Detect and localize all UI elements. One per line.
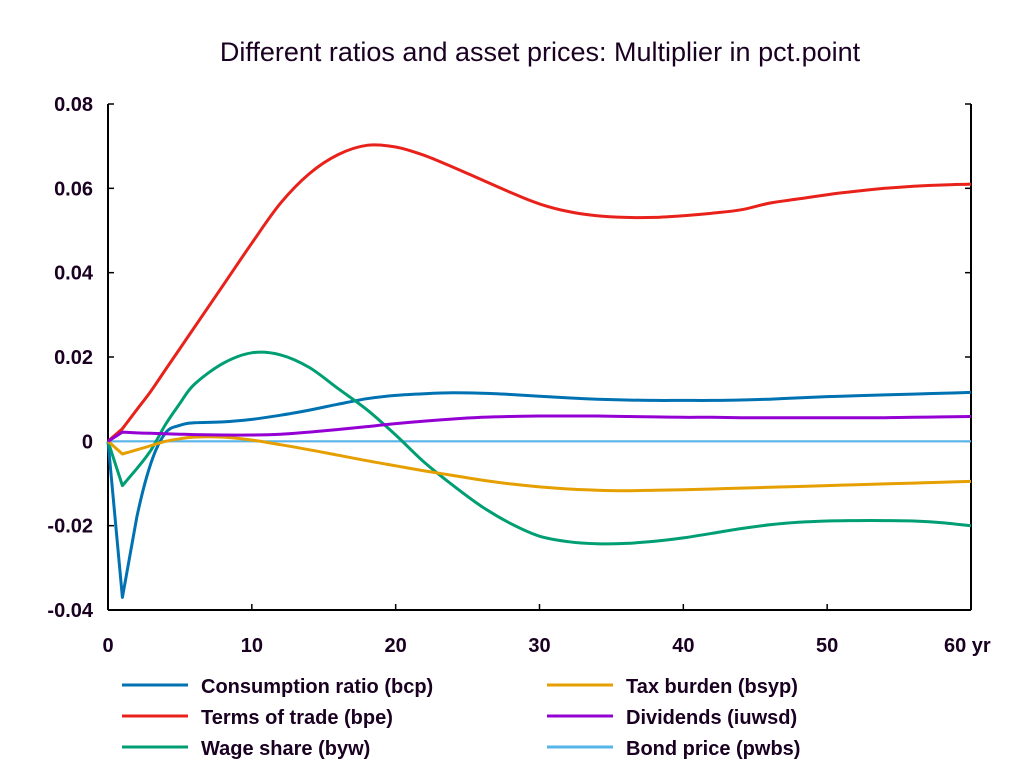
x-tick-label: 10 xyxy=(241,635,263,657)
chart-title: Different ratios and asset prices: Multi… xyxy=(220,37,861,67)
y-tick-label: 0.04 xyxy=(54,263,94,285)
x-tick-label: 60 yr xyxy=(944,635,991,657)
legend-item: Wage share (byw) xyxy=(122,738,370,760)
legend-label: Terms of trade (bpe) xyxy=(201,707,393,729)
y-tick-label: 0.06 xyxy=(54,178,93,200)
series-group xyxy=(106,143,972,599)
x-tick-label: 40 xyxy=(672,635,694,657)
legend-label: Bond price (pwbs) xyxy=(626,738,800,760)
legend-label: Tax burden (bsyp) xyxy=(626,676,798,698)
legend-item: Dividends (iuwsd) xyxy=(547,707,797,729)
legend-item: Bond price (pwbs) xyxy=(547,738,800,760)
x-tick-label: 30 xyxy=(528,635,550,657)
x-tick-label: 0 xyxy=(102,635,113,657)
legend: Consumption ratio (bcp) Terms of trade (b… xyxy=(122,676,800,760)
series-line-consumption-ratio xyxy=(106,390,972,599)
legend-item: Terms of trade (bpe) xyxy=(122,707,393,729)
legend-label: Consumption ratio (bcp) xyxy=(201,676,433,698)
x-tick-label: 20 xyxy=(385,635,407,657)
series-line-tax-burden xyxy=(107,435,972,493)
y-tick-label: 0.02 xyxy=(54,347,93,369)
series-line-terms-of-trade xyxy=(107,143,972,443)
y-tick-label: 0 xyxy=(82,431,93,453)
x-tick-label: 50 xyxy=(816,635,838,657)
legend-item: Consumption ratio (bcp) xyxy=(122,676,433,698)
legend-item: Tax burden (bsyp) xyxy=(547,676,798,698)
y-tick-label: 0.08 xyxy=(54,94,93,116)
y-tick-label: -0.04 xyxy=(47,600,93,622)
series-line-wage-share xyxy=(106,350,972,546)
y-tick-label: -0.02 xyxy=(47,516,93,538)
legend-label: Dividends (iuwsd) xyxy=(626,707,797,729)
legend-label: Wage share (byw) xyxy=(201,738,370,760)
series-line-dividends xyxy=(107,414,972,443)
axes: -0.04 -0.02 0 0.02 0.04 0.06 0.08 0 10 20 30 40 50 60… xyxy=(47,94,991,657)
